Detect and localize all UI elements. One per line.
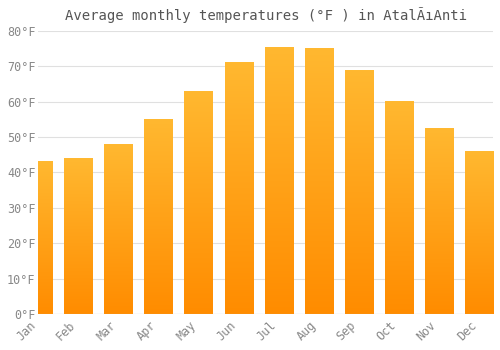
Title: Average monthly temperatures (°F ) in AtalÃıAnti: Average monthly temperatures (°F ) in At… [64, 7, 466, 23]
